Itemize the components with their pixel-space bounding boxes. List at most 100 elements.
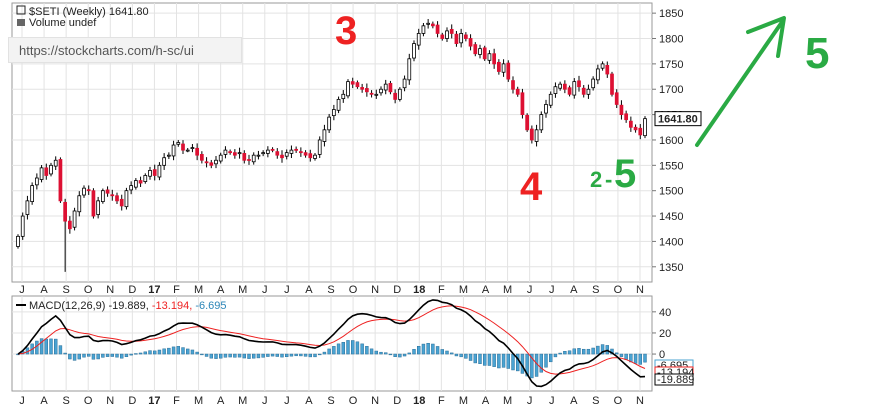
candle-body [119,198,124,207]
macd-histogram-bar [506,353,510,369]
wave-5-small-label: 5 [614,152,636,196]
candle-body [303,152,308,156]
candle-body [610,73,614,95]
candle-body [529,128,534,141]
candle-body [152,169,157,176]
candle-body [515,88,520,95]
macd-histogram-bar [322,351,327,355]
macd-histogram-bar [190,349,195,355]
macd-x-tick-label: F [173,395,180,407]
x-tick-label: S [62,284,69,296]
macd-legend-signal-value: -13.194, [152,300,195,312]
macd-histogram-bar [261,353,265,358]
x-tick-label: S [592,284,599,296]
x-tick-label: D [393,284,401,296]
macd-histogram-bar [365,346,369,355]
candle-body [454,33,459,44]
macd-histogram-bar [468,353,473,361]
wave-3-label: 3 [335,9,357,53]
candle-body [261,152,266,155]
candle-body [317,139,322,155]
candle-body [298,151,303,154]
candle-body [133,180,138,188]
macd-histogram-bar [299,353,303,357]
x-tick-label: F [438,284,445,296]
candle-body [605,64,610,75]
macd-histogram-bar [162,348,166,355]
macd-histogram-bar [63,352,67,355]
volume-icon [17,19,25,26]
x-tick-label: D [128,284,136,296]
macd-histogram-bar [237,353,242,358]
macd-histogram-bar [303,353,308,357]
candle-body [218,154,223,162]
macd-x-tick-label: D [128,395,136,407]
candle-body [82,187,86,196]
candle-body [162,157,167,166]
macd-histogram-bar [516,353,520,372]
candle-body [548,93,553,106]
macd-histogram-bar [266,353,270,357]
candle-body [166,154,171,157]
macd-histogram-bar [487,353,492,366]
x-tick-label: J [527,284,533,296]
macd-histogram-bar [223,353,228,358]
macd-histogram-bar [176,346,180,355]
candle-body [478,48,482,55]
candle-body [525,114,530,131]
macd-x-tick-label: A [482,395,490,407]
macd-histogram-bar [388,353,393,356]
macd-legend-histogram-value: -6.695 [195,300,226,312]
candle-body [199,154,204,161]
x-tick-label: J [284,284,290,296]
candle-body [39,167,44,180]
macd-histogram-bar [643,353,647,363]
macd-x-tick-label: D [393,395,401,407]
macd-histogram-bar [336,343,341,355]
candle-body [496,61,501,72]
candle-body [459,33,464,44]
candle-body [416,33,421,46]
candle-body [624,113,629,121]
candle-body [67,220,72,230]
macd-histogram-bar [624,353,628,360]
candle-body [228,151,233,154]
candle-body [445,30,449,39]
x-tick-label: S [327,284,334,296]
macd-x-tick-label: 17 [148,395,160,407]
candle-body [313,154,317,159]
macd-tick-label: 40 [659,307,671,319]
macd-histogram-bar [450,352,454,355]
macd-histogram-bar [327,348,331,355]
candle-body [280,154,284,159]
macd-x-tick-label: M [503,395,512,407]
macd-histogram-bar [511,353,515,371]
macd-histogram-bar [582,348,586,355]
macd-histogram-bar [360,343,364,355]
x-tick-label: A [482,284,490,296]
macd-histogram-bar [483,353,487,366]
macd-histogram-bar [530,353,534,379]
candle-body [520,92,525,115]
candle-body [49,164,53,175]
x-tick-label: O [614,284,623,296]
candle-body [369,92,374,95]
macd-x-tick-label: J [284,395,290,407]
candle-body [577,80,581,88]
candle-body [558,83,563,89]
macd-histogram-bar [153,350,157,355]
candle-body [105,189,110,194]
candle-body [544,104,548,114]
macd-histogram-bar [615,352,619,355]
candle-body [30,185,35,202]
candle-body [331,109,336,117]
candle-body [294,148,299,151]
candle-body [346,81,350,97]
macd-histogram-bar [346,340,350,355]
x-tick-label: J [262,284,268,296]
candle-body [435,24,440,34]
candle-body [86,189,91,192]
macd-histogram-bar [105,353,110,357]
candle-body [501,63,506,73]
macd-histogram-bar [544,353,548,368]
